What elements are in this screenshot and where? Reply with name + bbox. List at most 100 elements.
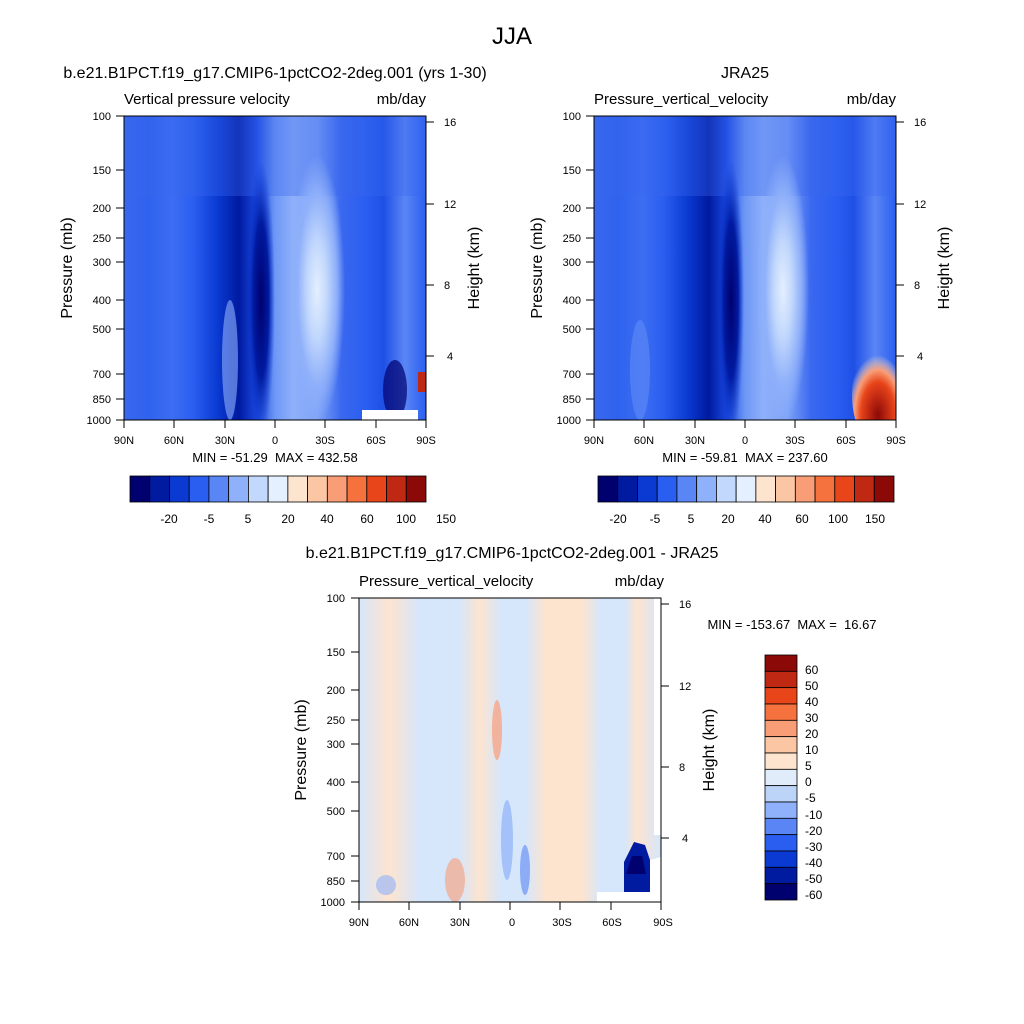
colorbar-label: 20 (805, 727, 819, 741)
panel-obs-y2label: Height (km) (936, 227, 953, 310)
colorbar-label: 40 (320, 512, 334, 526)
panel-obs-ylabel: Pressure (mb) (529, 217, 546, 318)
y-tick-label: 250 (563, 233, 581, 245)
colorbar-swatch (228, 475, 249, 503)
panel-diff-field (359, 598, 661, 902)
colorbar-swatch (764, 883, 798, 901)
colorbar-label: 5 (245, 512, 252, 526)
colorbar-swatch (366, 475, 387, 503)
colorbar-label: 20 (721, 512, 735, 526)
y-tick-label: 1000 (87, 415, 111, 427)
colorbar-swatch (307, 475, 328, 503)
y-tick-label: 850 (327, 876, 345, 888)
panel-obs-field (594, 116, 896, 420)
panel-model-field (124, 116, 426, 420)
x-tick-label: 90N (349, 917, 369, 929)
colorbar-swatch (287, 475, 309, 503)
colorbar-swatches (764, 654, 798, 901)
y2-tick-label: 8 (914, 280, 920, 292)
panel-obs-subtitle-left: Pressure_vertical_velocity (594, 91, 769, 108)
y2-tick-label: 12 (679, 681, 691, 693)
colorbar-swatch (873, 475, 895, 503)
panel-model-subtitle-right: mb/day (377, 91, 427, 108)
y-tick-label: 500 (93, 324, 111, 336)
colorbar-swatch (764, 834, 798, 852)
colorbar-swatch (814, 475, 836, 503)
x-tick-label: 30S (552, 917, 572, 929)
x-tick-label: 60S (602, 917, 622, 929)
panel-obs-title: JRA25 (721, 65, 769, 82)
y-tick-label: 400 (327, 777, 345, 789)
colorbar-swatch (637, 475, 658, 503)
y-tick-label: 1000 (557, 415, 581, 427)
colorbar-swatch (775, 475, 796, 503)
colorbar-label: 60 (795, 512, 809, 526)
x-tick-label: 60S (366, 435, 386, 447)
panel-obs-yticks: 100 150 200 250 300 400 500 700 850 1000 (557, 111, 594, 427)
panel-model-colorbar: -20 -5 5 20 40 60 100 150 (129, 475, 456, 526)
y-tick-label: 400 (563, 295, 581, 307)
y-tick-label: 300 (93, 257, 111, 269)
colorbar-label: -40 (805, 856, 823, 870)
colorbar-swatch (247, 475, 269, 503)
colorbar-swatch (386, 475, 407, 503)
y-tick-label: 100 (563, 111, 581, 123)
panel-model-yticks: 100 150 200 250 300 400 500 700 850 1000 (87, 111, 124, 427)
colorbar-swatch (764, 768, 798, 787)
y-tick-label: 150 (327, 647, 345, 659)
x-tick-label: 90N (584, 435, 604, 447)
panel-obs-colorbar: -20 -5 5 20 40 60 100 150 (597, 475, 895, 526)
y-tick-label: 150 (563, 165, 581, 177)
panel-diff-y2label: Height (km) (701, 709, 718, 792)
colorbar-swatch (755, 475, 776, 503)
colorbar-label: -10 (805, 808, 823, 822)
colorbar-label: -5 (805, 791, 816, 805)
y2-tick-label: 16 (444, 117, 456, 129)
x-tick-label: 90N (114, 435, 134, 447)
colorbar-swatch (854, 475, 875, 503)
y2-tick-label: 12 (444, 199, 456, 211)
colorbar-swatch (169, 475, 190, 503)
colorbar-swatch (617, 475, 638, 503)
colorbar-label: 50 (805, 679, 819, 693)
y2-tick-label: 16 (679, 599, 691, 611)
colorbar-swatch (267, 475, 289, 503)
colorbar-label: 40 (805, 695, 819, 709)
colorbar-swatch (716, 475, 737, 503)
x-tick-label: 90S (653, 917, 673, 929)
panel-model-y2label: Height (km) (466, 227, 483, 310)
colorbar-label: 100 (828, 512, 848, 526)
colorbar-swatch (735, 475, 757, 503)
y-tick-label: 700 (93, 369, 111, 381)
figure-title: JJA (492, 23, 532, 50)
y-tick-label: 500 (327, 806, 345, 818)
x-tick-label: 60N (634, 435, 654, 447)
colorbar-label: 30 (805, 711, 819, 725)
y-tick-label: 100 (327, 593, 345, 605)
colorbar-swatch (764, 703, 798, 721)
y-tick-label: 850 (563, 394, 581, 406)
panel-model-ylabel: Pressure (mb) (59, 217, 76, 318)
panel-obs-y2ticks: 16 12 8 4 (896, 117, 926, 363)
x-tick-label: 30N (685, 435, 705, 447)
panel-diff-yticks: 100 150 200 250 300 400 500 700 850 1000 (321, 593, 359, 909)
y2-tick-label: 8 (679, 762, 685, 774)
panel-model: b.e21.B1PCT.f19_g17.CMIP6-1pctCO2-2deg.0… (59, 65, 487, 526)
colorbar-swatch (764, 719, 798, 738)
colorbar-swatch (405, 475, 427, 503)
y-tick-label: 250 (93, 233, 111, 245)
panel-model-subtitle-left: Vertical pressure velocity (124, 91, 290, 108)
panel-model-y2ticks: 16 12 8 4 (426, 117, 456, 363)
x-tick-label: 0 (272, 435, 278, 447)
colorbar-swatch (149, 475, 170, 503)
panel-diff-y2ticks: 16 12 8 4 (661, 599, 691, 845)
colorbar-swatch (834, 475, 855, 503)
colorbar-swatch (764, 654, 798, 672)
colorbar-swatch (764, 752, 798, 770)
colorbar-label: 60 (360, 512, 374, 526)
panel-diff-xticks: 90N 60N 30N 0 30S 60S 90S (349, 902, 673, 929)
colorbar-label: 40 (758, 512, 772, 526)
colorbar-swatch (764, 670, 798, 689)
panel-diff-subtitle-right: mb/day (615, 573, 665, 590)
colorbar-swatch (676, 475, 698, 503)
